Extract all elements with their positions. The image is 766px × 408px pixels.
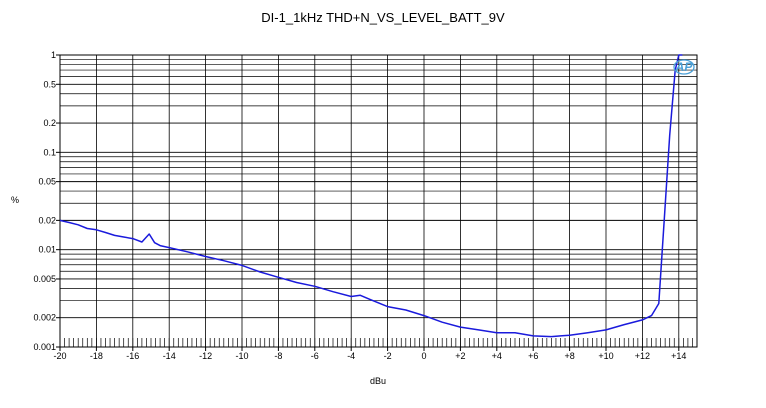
y-tick-label: 0.005 [33,274,56,284]
x-tick-label: +4 [492,351,502,361]
series-line [59,54,683,338]
y-tick-label: 0.2 [43,118,56,128]
x-tick-label: -20 [53,351,66,361]
x-tick-label: 0 [421,351,426,361]
x-tick-label: +10 [598,351,613,361]
x-tick-label: -6 [311,351,319,361]
x-tick-label: -16 [126,351,139,361]
x-axis-label: dBu [370,376,386,386]
y-tick-label: 1 [51,50,56,60]
logo-ring [673,59,695,75]
y-tick-label: 0.01 [38,245,56,255]
y-tick-label: 0.5 [43,79,56,89]
y-tick-label: 0.1 [43,147,56,157]
x-tick-label: +2 [455,351,465,361]
x-tick-label: -8 [274,351,282,361]
series-layer [59,54,683,338]
y-tick-label: 0.05 [38,177,56,187]
x-tick-label: +14 [671,351,686,361]
x-tick-label: -12 [199,351,212,361]
grid-lines [59,54,698,348]
y-axis-label: % [11,195,19,205]
y-tick-label: 0.002 [33,313,56,323]
axis-ticks: -20 -18 -16 -14 -12 -10 -8 -6 -4 -2 0 +2 +4 +6 +8 +10 +1… [33,50,698,361]
x-tick-label: +6 [528,351,538,361]
x-tick-label: +12 [635,351,650,361]
y-tick-label: 0.001 [33,342,56,352]
x-tick-label: -18 [90,351,103,361]
x-tick-label: -10 [235,351,248,361]
y-tick-label: 0.02 [38,215,56,225]
x-tick-label: +8 [564,351,574,361]
x-tick-label: -4 [347,351,355,361]
ap-logo: AP [673,59,695,75]
chart-title: DI-1_1kHz THD+N_VS_LEVEL_BATT_9V [261,10,505,25]
logo-text: AP [675,60,694,74]
x-tick-label: -2 [384,351,392,361]
x-tick-label: -14 [163,351,176,361]
